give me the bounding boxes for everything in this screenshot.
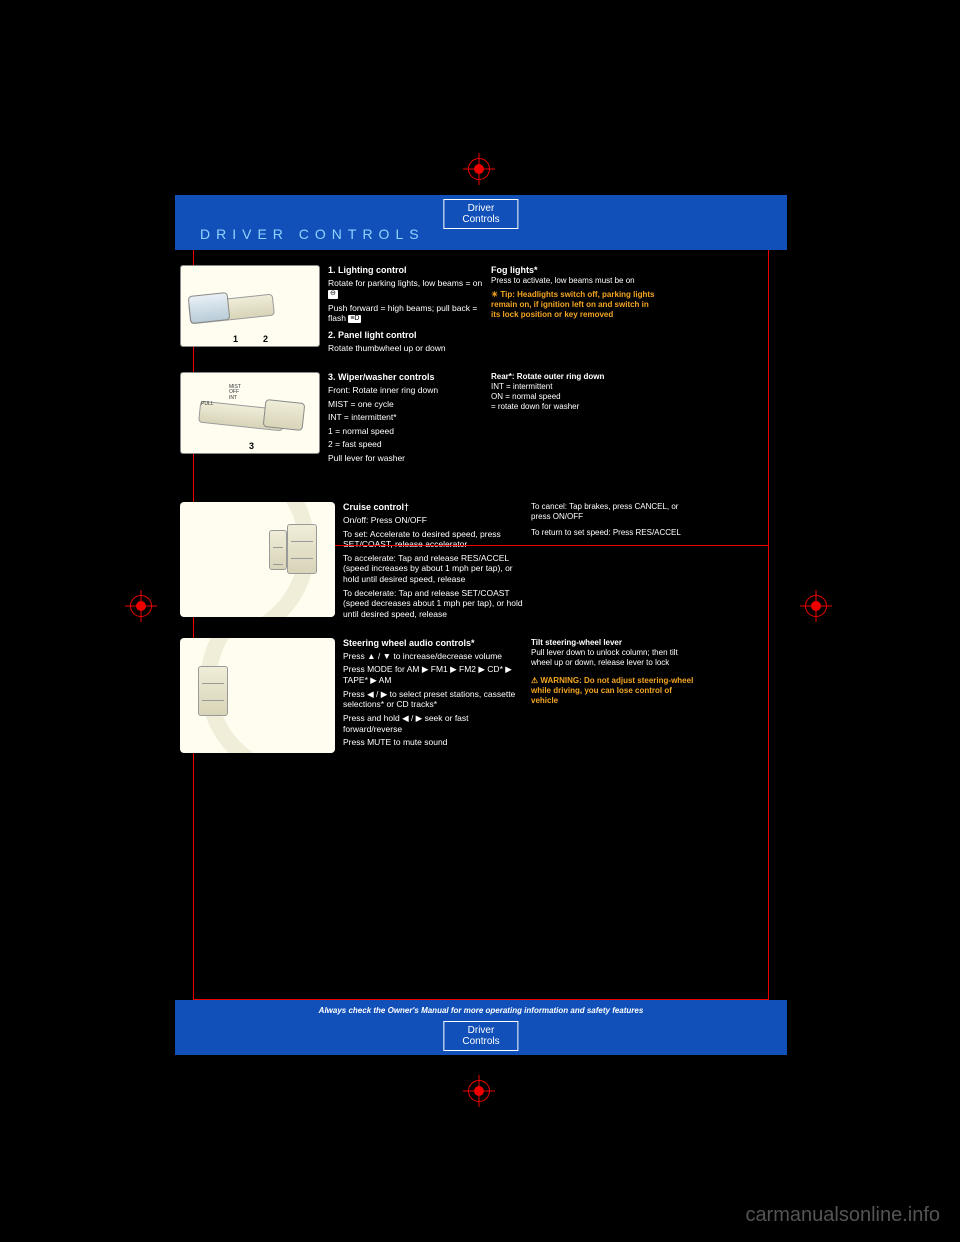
callout-1: 1 <box>233 334 238 344</box>
callout-2: 2 <box>263 334 268 344</box>
footer-bar: Always check the Owner's Manual for more… <box>175 1000 787 1055</box>
bottom-tab: Driver Controls <box>443 1021 518 1051</box>
tab-line1: Driver <box>468 203 495 214</box>
crop-target-bottom <box>468 1080 490 1102</box>
top-tab: Driver Controls <box>443 199 518 229</box>
content-area: 1 2 1. Lighting control Rotate for parki… <box>175 250 787 1000</box>
tab-bot-line1: Driver <box>468 1025 495 1036</box>
illus-wiper: MISTOFFINT PULL 3 <box>180 372 320 454</box>
callout-3: 3 <box>249 441 254 451</box>
tab-bot-line2: Controls <box>462 1036 499 1047</box>
tab-line2: Controls <box>462 214 499 225</box>
manual-page: Driver Controls DRIVER CONTROLS 1 2 1. L… <box>175 195 787 1055</box>
illus-cruise <box>180 502 335 617</box>
section-title: DRIVER CONTROLS <box>200 226 425 242</box>
red-frame <box>193 250 769 1000</box>
wiper-labels: MISTOFFINT <box>229 385 241 402</box>
pull-label: PULL <box>201 401 214 407</box>
crop-target-right <box>805 595 827 617</box>
footer-text: Always check the Owner's Manual for more… <box>175 1000 787 1015</box>
header-bar: Driver Controls DRIVER CONTROLS <box>175 195 787 250</box>
illus-audio <box>180 638 335 753</box>
watermark: carmanualsonline.info <box>745 1204 940 1227</box>
crop-target-top <box>468 158 490 180</box>
crop-target-left <box>130 595 152 617</box>
illus-lighting: 1 2 <box>180 265 320 347</box>
